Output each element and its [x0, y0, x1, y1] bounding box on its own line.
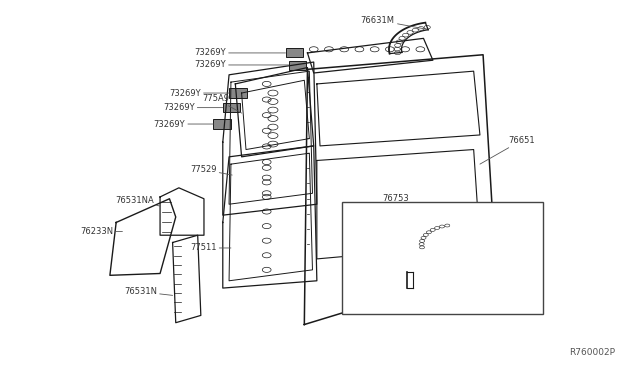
Text: 73269Y: 73269Y [195, 48, 285, 57]
Text: 76423: 76423 [417, 285, 444, 296]
Text: 77529: 77529 [190, 165, 232, 175]
Polygon shape [229, 89, 246, 97]
Text: 76753: 76753 [383, 194, 410, 203]
Text: 73269Y: 73269Y [169, 89, 229, 97]
Polygon shape [213, 119, 231, 129]
Text: 73269Y: 73269Y [163, 103, 223, 112]
Text: 76531NA: 76531NA [115, 196, 160, 206]
Text: 73269Y: 73269Y [154, 119, 213, 128]
Polygon shape [285, 48, 303, 58]
Polygon shape [289, 61, 306, 70]
Text: 76233N: 76233N [80, 227, 122, 236]
Bar [342, 202, 543, 314]
Text: 76651: 76651 [480, 136, 535, 164]
Text: R760002P: R760002P [569, 348, 615, 357]
Polygon shape [223, 103, 241, 112]
Text: 76531N: 76531N [124, 287, 173, 296]
Text: 76631M: 76631M [361, 16, 427, 29]
Text: 77511: 77511 [190, 244, 231, 253]
Text: 73269Y: 73269Y [195, 61, 289, 70]
Text: 775A9: 775A9 [202, 94, 242, 113]
